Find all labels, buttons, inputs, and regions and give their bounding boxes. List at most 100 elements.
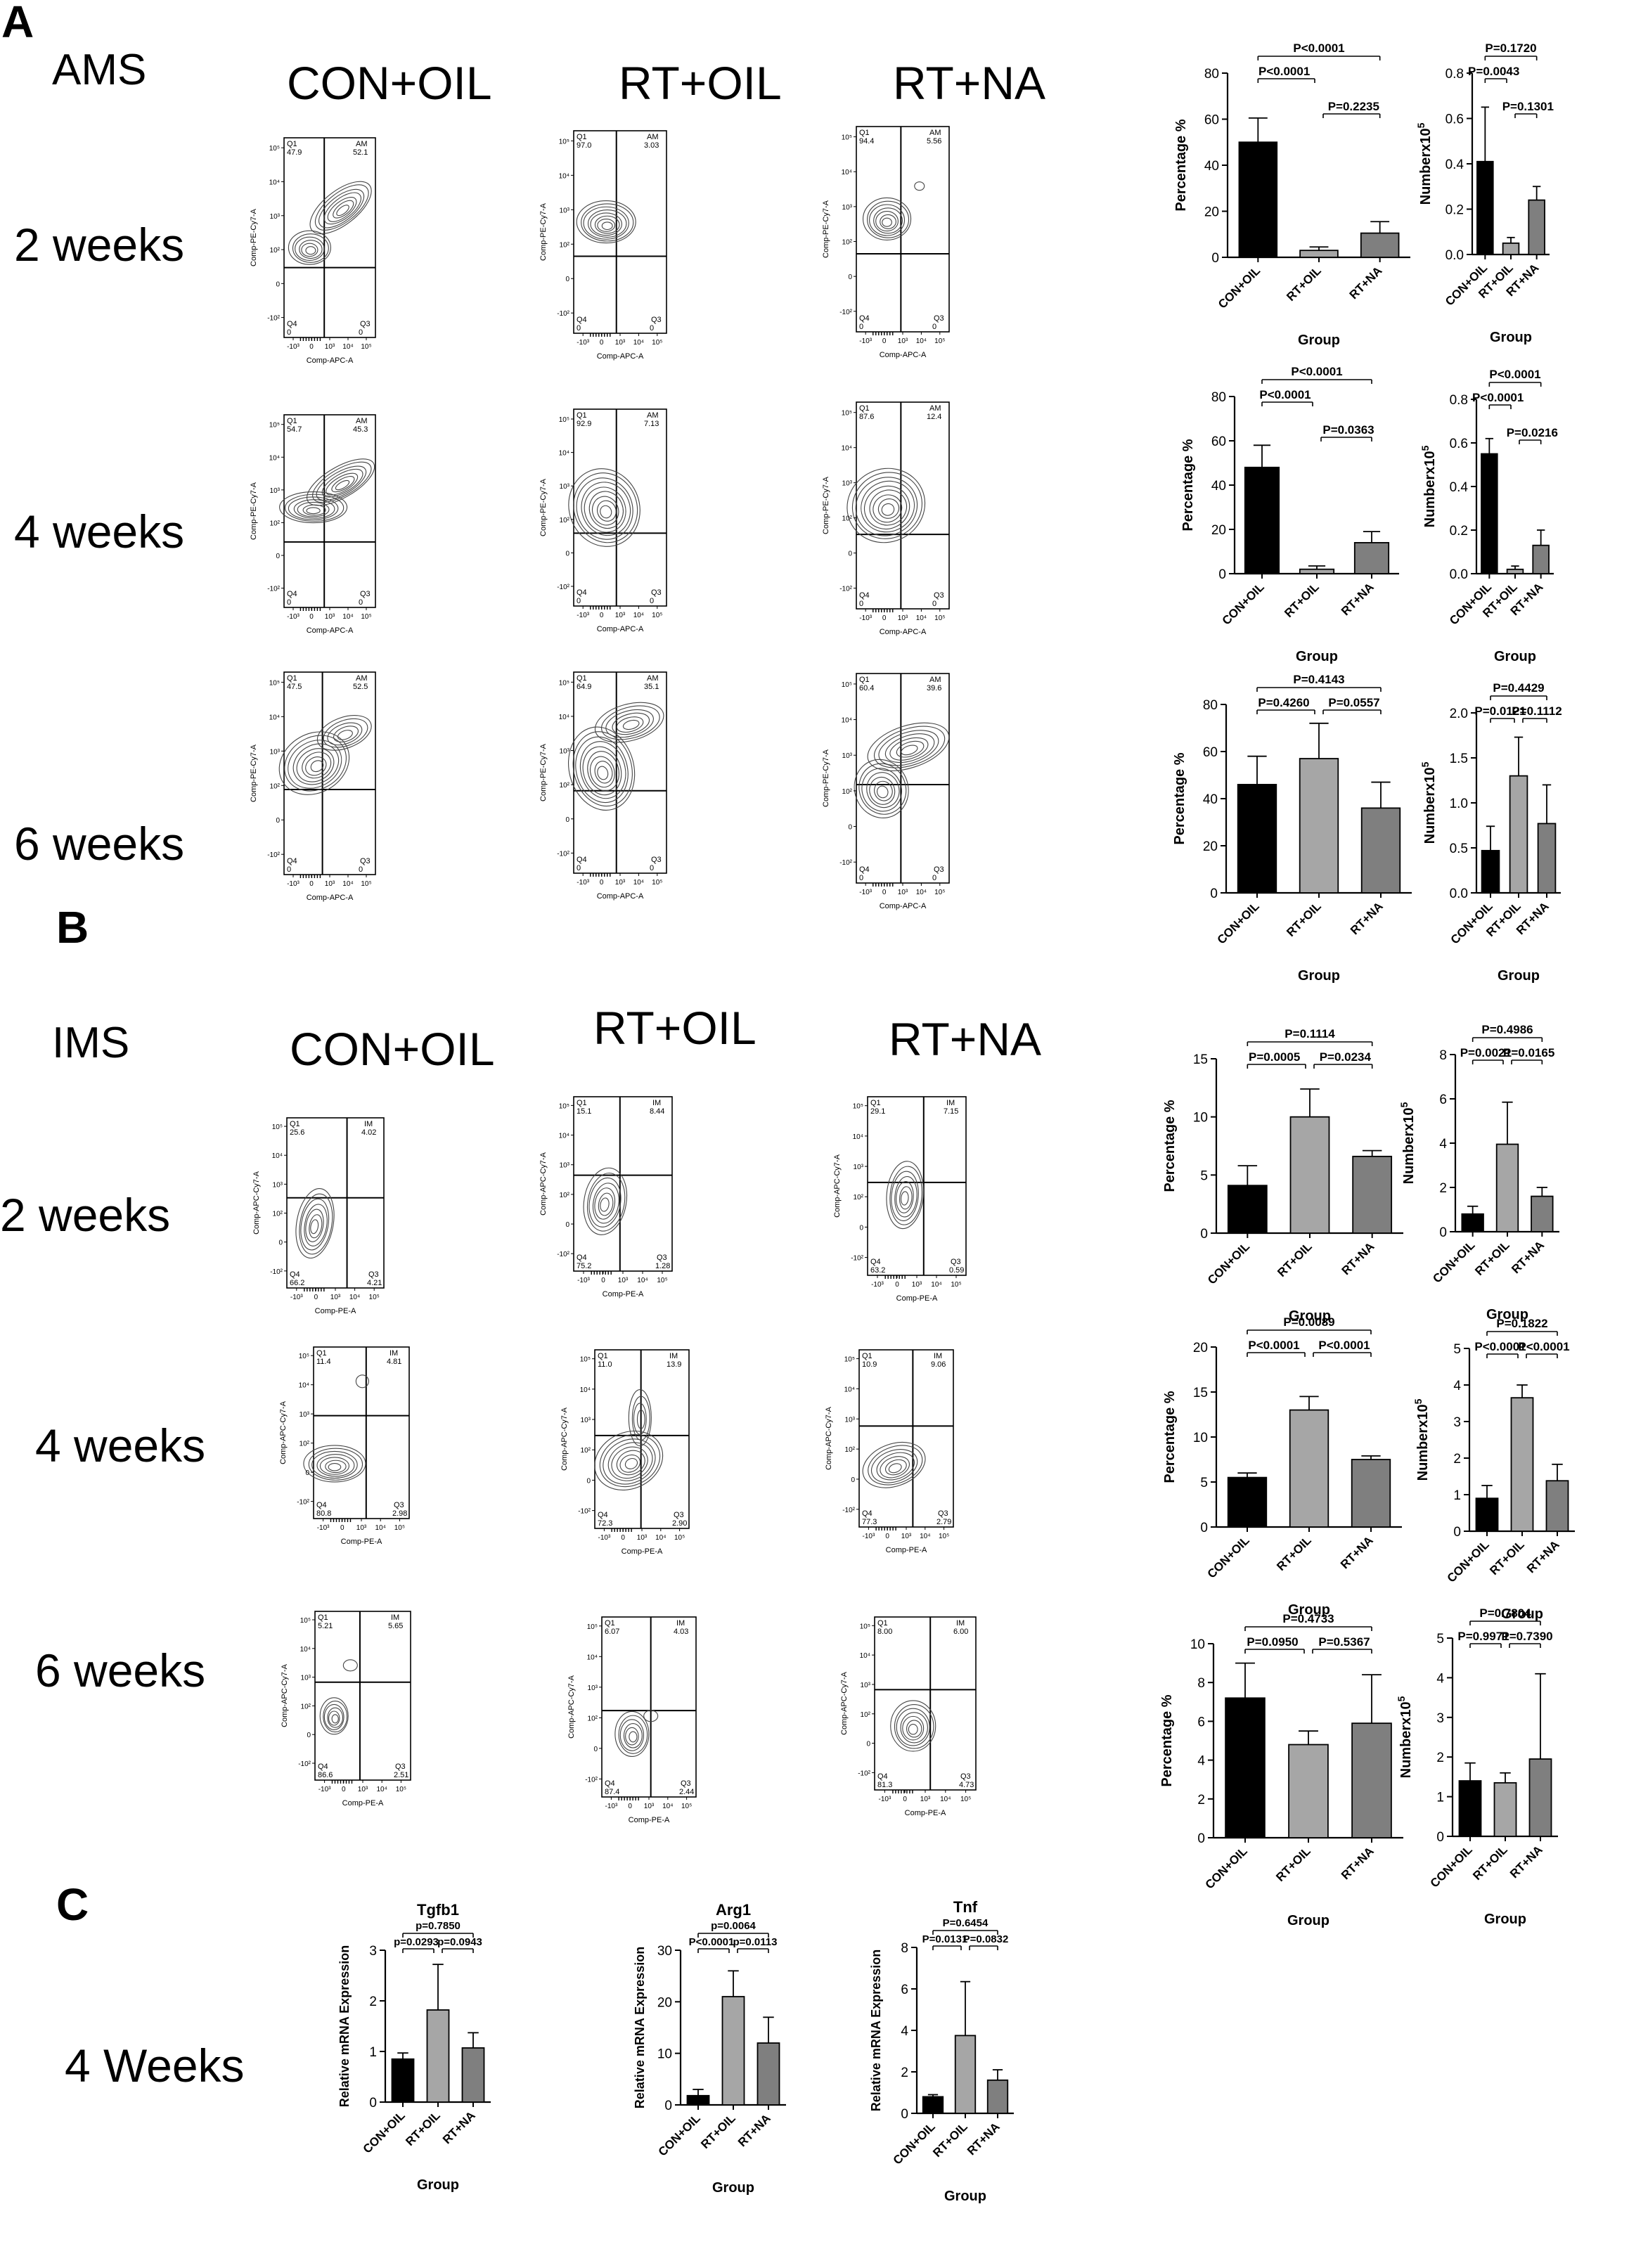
x-tick-label: 10³	[358, 1786, 368, 1793]
contour-ring	[880, 1456, 910, 1478]
x-tick-label: 0	[882, 889, 887, 896]
contour-ring	[894, 1704, 934, 1749]
contour-ring	[299, 1193, 333, 1255]
x-tick-label: CON+OIL	[1445, 1538, 1492, 1585]
bar	[756, 2042, 780, 2106]
y-tick-label: 10⁵	[853, 1103, 863, 1111]
y-tick-label: 10⁴	[842, 169, 852, 176]
bar-chart: 0.00.51.01.52.0CON+OILRT+OILRT+NAP=0.442…	[1419, 681, 1562, 984]
contour-ring	[877, 785, 889, 799]
x-tick-label: CON+OIL	[1215, 899, 1262, 946]
flow-y-axis-title: Comp-PE-Cy7-A	[822, 200, 830, 258]
contour-ring	[579, 741, 626, 799]
x-tick-label: 10⁴	[342, 613, 353, 621]
y-tick-label: 10²	[560, 241, 570, 249]
y-tick-label: 10	[1193, 1431, 1208, 1445]
quadrant-q3-label: Q3	[934, 591, 944, 600]
p-value-label: P=0.7804	[1479, 1606, 1531, 1620]
x-tick-label: CON+OIL	[656, 2111, 703, 2158]
x-tick-label: RT+NA	[965, 2120, 1003, 2158]
quadrant-q3-value: 4.21	[367, 1279, 382, 1287]
flow-x-axis-title: Comp-APC-A	[307, 626, 354, 635]
contour-ring	[590, 212, 622, 236]
contour-ring	[614, 1710, 650, 1757]
y-tick-label: 10²	[560, 782, 570, 790]
y-tick-label: 2	[1436, 1751, 1444, 1765]
x-tick-label: CON+OIL	[891, 2120, 938, 2167]
quadrant-q3-label: Q3	[951, 1258, 961, 1266]
y-axis-title: Percentage %	[1162, 1100, 1178, 1192]
contour-ring	[864, 485, 910, 529]
y-tick-label: 15	[1193, 1052, 1208, 1067]
flow-y-axis-title: Comp-APC-Cy7-A	[539, 1152, 548, 1216]
flow-y-axis-title: Comp-PE-Cy7-A	[822, 749, 830, 807]
bar	[1351, 1459, 1391, 1528]
x-tick-label: 10³	[615, 879, 626, 887]
y-tick-label: 0	[565, 550, 569, 558]
p-value-label: P=0.0131	[922, 1933, 968, 1945]
gate-name-label: IM	[676, 1619, 685, 1628]
y-tick-label: -10²	[578, 1508, 591, 1516]
flow-y-axis-title: Comp-APC-Cy7-A	[560, 1407, 569, 1471]
quadrant-q2-value: 4.02	[361, 1128, 376, 1137]
quadrant-q3-label: Q3	[934, 314, 944, 323]
quadrant-q1-label: Q1	[862, 1352, 873, 1360]
x-axis-title: Group	[712, 2180, 754, 2196]
contour-ring	[636, 1410, 645, 1429]
y-tick-label: 0	[1200, 1227, 1208, 1242]
x-axis-title: Group	[1296, 649, 1338, 664]
flow-plot-frame	[874, 1616, 977, 1791]
contour-ring	[306, 507, 321, 515]
p-value-label: P=0.7390	[1501, 1630, 1552, 1643]
flow-plot-frame	[573, 408, 667, 607]
y-tick-label: 2.0	[1450, 707, 1468, 721]
quadrant-q3-label: Q3	[651, 856, 662, 864]
y-tick-label: 0.6	[1446, 112, 1464, 127]
gate-name-label: AM	[647, 411, 659, 420]
panel-letter-a: A	[1, 0, 34, 47]
y-tick-label: 0	[593, 1746, 598, 1753]
contour-ring	[618, 1715, 648, 1754]
contour-ring	[851, 472, 922, 539]
flow-y-axis-title: Comp-APC-Cy7-A	[840, 1671, 849, 1735]
contour-ring	[309, 181, 372, 235]
x-tick-label: 0	[903, 1796, 907, 1803]
contour-ring	[896, 1708, 930, 1746]
y-tick-label: 0.2	[1446, 203, 1464, 218]
x-tick-label: -10³	[859, 337, 872, 345]
x-tick-label: -10³	[577, 339, 589, 347]
y-tick-label: 2	[1439, 1181, 1447, 1196]
bar	[1537, 823, 1557, 894]
gate-name-label: AM	[929, 404, 941, 413]
bar-chart: 0 5 10 15 20 CON+OIL RT+OIL RT+NA P=0.0089 P<0.00…	[1162, 1315, 1402, 1618]
x-axis-title: Group	[1298, 333, 1340, 348]
gate-name-label: IM	[364, 1120, 373, 1128]
quadrant-q4-value: 0	[287, 328, 291, 337]
contour-ring	[584, 487, 626, 533]
bar	[1531, 1195, 1554, 1232]
quadrant-q3-value: 2.79	[936, 1518, 951, 1526]
y-axis-title: Numberx105	[1398, 1102, 1417, 1184]
y-tick-label: 10³	[273, 1181, 283, 1189]
quadrant-q3-value: 0	[650, 597, 654, 605]
flow-plot-frame	[313, 1346, 410, 1519]
contour-ring	[891, 1171, 919, 1221]
y-tick-label: -10²	[298, 1760, 311, 1768]
bar	[1244, 466, 1280, 574]
y-tick-label: 10⁴	[299, 1382, 309, 1390]
quadrant-q1-value: 25.6	[290, 1128, 304, 1137]
y-tick-label: 4	[901, 2024, 908, 2039]
contour-ring	[331, 1714, 339, 1724]
contour-ring	[326, 472, 359, 496]
bar	[954, 2035, 977, 2114]
x-tick-label: 10⁵	[652, 879, 662, 887]
x-tick-label: 0	[882, 337, 887, 345]
y-tick-label: 4	[1439, 1137, 1447, 1152]
y-tick-label: 10²	[560, 1192, 570, 1199]
contour-ring	[863, 197, 912, 240]
quadrant-q4-value: 66.2	[290, 1279, 304, 1287]
quadrant-q4-value: 0	[859, 323, 863, 331]
